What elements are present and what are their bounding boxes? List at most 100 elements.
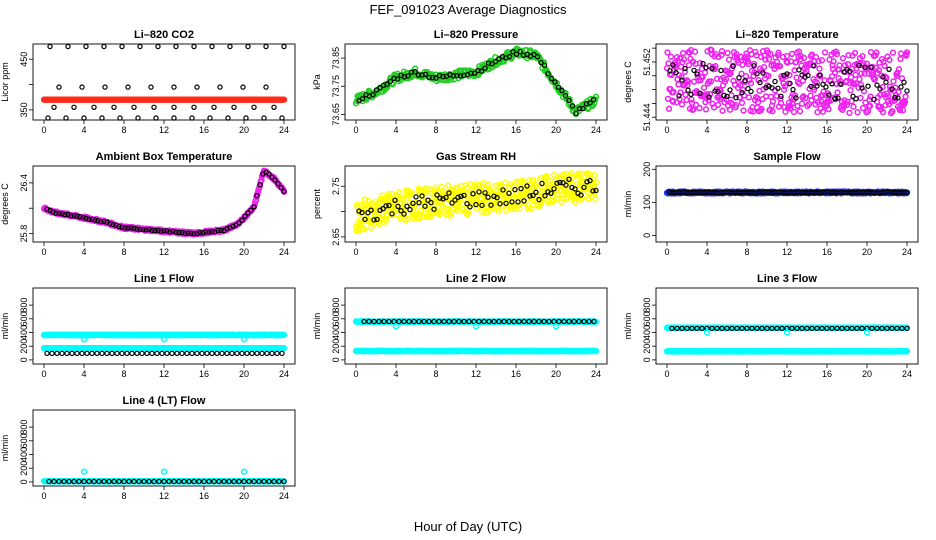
point-hourly	[496, 56, 502, 62]
point-min-avg	[752, 48, 759, 56]
point-min-avg	[867, 93, 874, 100]
x-tick-label: 24	[902, 125, 912, 135]
point-hourly	[712, 88, 718, 94]
point-hourly	[274, 350, 280, 357]
point-hourly	[751, 63, 757, 69]
point-hourly	[733, 94, 739, 101]
x-tick-label: 12	[471, 247, 481, 257]
point-hourly-low	[225, 115, 231, 121]
x-tick-label: 8	[121, 247, 126, 257]
data-points	[663, 188, 911, 197]
point-hourly	[239, 350, 245, 357]
point-min-avg	[893, 72, 901, 80]
point-min-avg	[888, 98, 895, 105]
point-hourly-mid2	[131, 104, 137, 111]
point-hourly	[566, 97, 572, 104]
point-hourly	[413, 194, 419, 200]
y-axis-label: degrees C	[623, 61, 633, 103]
point-hourly	[838, 81, 844, 88]
data-points	[352, 45, 600, 118]
point-min-avg	[889, 108, 896, 115]
point-min-avg	[802, 94, 809, 102]
point-hourly	[829, 81, 835, 87]
x-tick-label: 0	[353, 247, 358, 257]
x-tick-label: 24	[279, 247, 289, 257]
point-hourly	[541, 62, 548, 69]
point-min-avg	[818, 57, 826, 64]
x-tick-label: 20	[239, 125, 249, 135]
point-hourly	[359, 96, 366, 102]
point-hourly	[545, 70, 551, 77]
point-hourly	[832, 95, 838, 102]
point-min-avg	[877, 91, 884, 98]
panel-title: Line 2 Flow	[446, 273, 506, 285]
panel-title: Li–820 Temperature	[735, 29, 838, 41]
point-hourly-mid	[79, 84, 85, 90]
point-hourly	[889, 86, 895, 92]
point-min-avg	[841, 62, 849, 69]
x-tick-label: 4	[704, 247, 709, 257]
point-min-avg	[796, 80, 803, 87]
point-min-avg	[787, 105, 794, 112]
point-hourly	[49, 350, 55, 357]
point-hourly	[826, 92, 832, 98]
x-tick-label: 4	[704, 125, 709, 135]
point-min-avg	[280, 96, 288, 103]
point-min-avg	[444, 182, 452, 189]
point-min-avg	[902, 93, 909, 100]
point-hourly	[229, 350, 235, 357]
point-min-avg	[699, 73, 706, 81]
point-hourly-low	[117, 115, 123, 121]
panel-title: Gas Stream RH	[436, 151, 516, 163]
point-min-avg	[785, 99, 793, 106]
point-hourly	[471, 70, 478, 77]
point-min-avg	[858, 70, 865, 77]
point-hourly	[377, 84, 383, 91]
point-min-avg	[669, 98, 677, 105]
point-hourly	[748, 88, 754, 95]
point-min-avg	[754, 99, 762, 106]
point-hourly	[730, 63, 736, 69]
point-hourly	[853, 95, 859, 102]
point-min-avg	[895, 88, 902, 96]
x-tick-label: 20	[551, 247, 561, 257]
point-min-avg	[833, 50, 841, 58]
point-min-avg	[749, 108, 757, 115]
point-hourly	[450, 73, 457, 79]
point-min-avg	[783, 52, 791, 60]
point-hourly	[104, 350, 110, 357]
point-min-avg	[762, 93, 770, 100]
point-hourly	[249, 350, 255, 357]
point-hourly	[74, 350, 80, 357]
data-points	[352, 318, 600, 355]
point-hourly	[808, 83, 814, 90]
point-min-avg	[708, 47, 715, 54]
point-min-avg	[791, 67, 798, 74]
point-hourly-mid2	[51, 104, 57, 111]
x-tick-label: 24	[279, 125, 289, 135]
point-hourly	[868, 64, 874, 71]
x-tick-label: 0	[41, 369, 46, 379]
y-axis-label: kPa	[312, 74, 322, 90]
point-hourly	[700, 60, 706, 67]
panel-title: Ambient Box Temperature	[96, 151, 233, 163]
y-axis-label: ml/min	[0, 313, 10, 340]
point-hourly	[880, 74, 886, 80]
point-hourly	[534, 54, 541, 60]
x-tick-label: 4	[81, 247, 86, 257]
point-min-avg	[765, 56, 773, 63]
data-points	[40, 167, 288, 238]
point-min-avg	[885, 93, 892, 100]
point-min-avg	[859, 52, 866, 60]
point-min-avg	[516, 206, 523, 213]
point-min-avg	[846, 109, 853, 117]
point-hourly	[279, 350, 285, 357]
point-hourly	[422, 71, 429, 78]
x-tick-label: 8	[744, 247, 749, 257]
point-hourly	[576, 105, 583, 112]
point-min-avg	[673, 54, 681, 61]
point-hourly	[559, 87, 565, 94]
point-hourly	[384, 81, 390, 87]
y-axis-label: percent	[312, 188, 322, 219]
